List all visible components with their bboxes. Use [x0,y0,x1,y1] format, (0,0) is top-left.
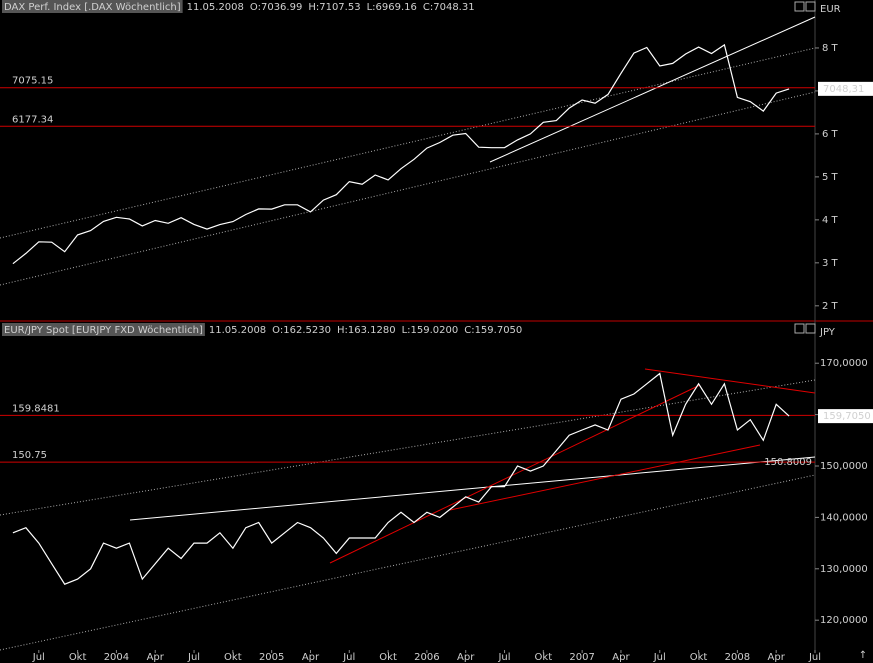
annotation: 150.8009 [764,457,812,468]
x-tick-label: Apr [612,652,630,663]
x-tick-label: 2004 [104,652,129,663]
x-tick-label: Okt [535,652,553,663]
minimize-button[interactable] [794,1,805,12]
trend-line [449,444,761,511]
y-tick-label: 150,0000 [820,461,868,472]
x-tick-label: Okt [69,652,87,663]
x-tick-label: Apr [768,652,786,663]
header-field: C:7048.31 [423,2,475,13]
horizontal-line-label: 7075.15 [12,76,53,87]
horizontal-line-label: 159.8481 [12,403,60,414]
trend-line [644,368,816,394]
y-tick-label: 8 T [822,43,839,54]
y-tick-label: 170,0000 [820,358,868,369]
last-price-box [818,409,873,424]
x-tick-label: 2007 [569,652,594,663]
x-tick-label: Okt [690,652,708,663]
last-price-label: 7048,31 [823,84,864,95]
scroll-arrow[interactable]: ↑ [859,650,867,661]
y-tick-label: 120,0000 [820,615,868,626]
header-field: DAX Perf. Index [.DAX Wöchentlich] [4,2,181,13]
close-button[interactable] [805,323,816,334]
header-field: C:159.7050 [464,325,522,336]
trend-line [129,456,816,521]
x-tick-label: Apr [147,652,165,663]
price-line [12,372,790,585]
header-field: 11.05.2008 [187,2,244,13]
last-price-label: 159,7050 [823,411,871,422]
header-field: EUR/JPY Spot [EURJPY FXD Wöchentlich] [4,325,203,336]
x-tick-label: Apr [457,652,475,663]
close-button[interactable] [805,1,816,12]
x-tick-label: Okt [379,652,397,663]
x-tick-label: Apr [302,652,320,663]
x-tick-label: Jul [32,652,45,663]
header-field: H:7107.53 [308,2,360,13]
header-field: O:162.5230 [272,325,331,336]
y-tick-label: 130,0000 [820,564,868,575]
header-field: L:6969.16 [367,2,417,13]
header-field: 11.05.2008 [209,325,266,336]
x-tick-label: Jul [653,652,666,663]
x-tick-label: 2006 [414,652,439,663]
x-tick-label: Jul [808,652,821,663]
y-unit: EUR [820,4,841,15]
header-box [2,0,183,13]
y-tick-label: 6 T [822,129,839,140]
header-field: O:7036.99 [250,2,302,13]
x-tick-label: Jul [187,652,200,663]
x-tick-label: Jul [497,652,510,663]
minimize-button[interactable] [794,323,805,334]
last-price-box [818,81,873,96]
trend-line [489,16,816,163]
trend-line [329,384,701,564]
channel-line [0,91,816,286]
y-tick-label: 2 T [822,301,839,312]
y-tick-label: 3 T [822,258,839,269]
horizontal-line-label: 150.75 [12,450,47,461]
channel-line [0,47,816,239]
x-tick-label: Jul [342,652,355,663]
y-tick-label: 4 T [822,215,839,226]
header-field: L:159.0200 [402,325,459,336]
x-tick-label: 2008 [725,652,750,663]
header-field: H:163.1280 [337,325,396,336]
channel-line [0,474,816,651]
y-tick-label: 5 T [822,172,839,183]
x-tick-label: 2005 [259,652,284,663]
x-tick-label: Okt [224,652,242,663]
y-tick-label: 140,0000 [820,512,868,523]
header-box [2,323,205,336]
y-unit: JPY [819,327,836,338]
price-line [12,43,790,265]
horizontal-line-label: 6177.34 [12,114,53,125]
